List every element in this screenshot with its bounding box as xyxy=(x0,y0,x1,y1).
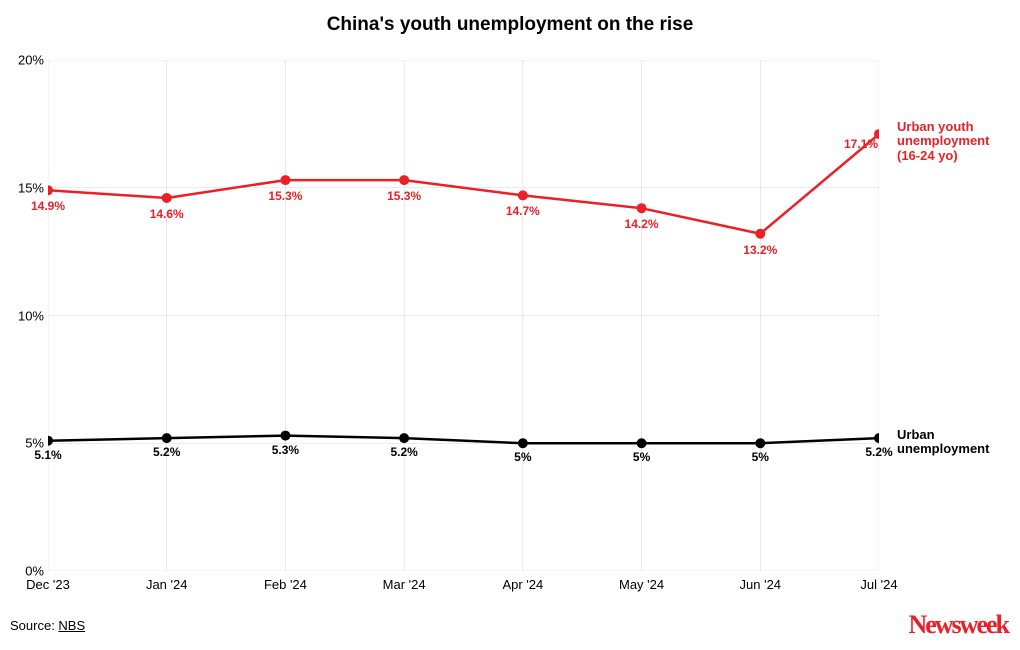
point-label-urban: 5.2% xyxy=(390,445,417,459)
x-tick-label: Dec '23 xyxy=(26,577,70,592)
source-link[interactable]: NBS xyxy=(58,618,85,633)
marker-youth-5 xyxy=(637,203,647,213)
point-label-urban: 5.2% xyxy=(865,445,892,459)
chart-container: China's youth unemployment on the rise 0… xyxy=(0,0,1020,650)
brand-logo: Newsweek xyxy=(908,610,1008,640)
marker-urban-7 xyxy=(874,433,879,443)
x-tick-label: Feb '24 xyxy=(264,577,307,592)
marker-youth-4 xyxy=(518,190,528,200)
chart-title: China's youth unemployment on the rise xyxy=(0,14,1020,36)
x-tick-label: Jun '24 xyxy=(740,577,782,592)
x-tick-label: Jan '24 xyxy=(146,577,188,592)
point-label-youth: 14.9% xyxy=(31,199,65,213)
source-prefix: Source: xyxy=(10,618,58,633)
x-tick-label: Jul '24 xyxy=(860,577,897,592)
point-label-urban: 5% xyxy=(752,450,769,464)
marker-urban-5 xyxy=(637,438,647,448)
source-attribution: Source: NBS xyxy=(10,618,85,633)
y-tick-label: 10% xyxy=(18,308,44,323)
marker-urban-3 xyxy=(399,433,409,443)
series-line-urban xyxy=(48,436,879,444)
point-label-urban: 5% xyxy=(514,450,531,464)
marker-youth-2 xyxy=(280,175,290,185)
y-tick-label: 20% xyxy=(18,53,44,68)
point-label-youth: 14.7% xyxy=(506,204,540,218)
marker-urban-6 xyxy=(755,438,765,448)
point-label-youth: 13.2% xyxy=(743,243,777,257)
marker-urban-0 xyxy=(48,436,53,446)
legend-youth: Urban youth unemployment (16-24 yo) xyxy=(897,120,997,163)
marker-urban-4 xyxy=(518,438,528,448)
point-label-youth: 15.3% xyxy=(268,189,302,203)
point-label-urban: 5.1% xyxy=(34,448,61,462)
x-tick-label: Apr '24 xyxy=(502,577,543,592)
point-label-youth: 15.3% xyxy=(387,189,421,203)
point-label-urban: 5% xyxy=(633,450,650,464)
x-tick-label: May '24 xyxy=(619,577,664,592)
plot-area xyxy=(48,60,879,571)
marker-youth-6 xyxy=(755,229,765,239)
marker-urban-1 xyxy=(162,433,172,443)
marker-youth-1 xyxy=(162,193,172,203)
point-label-urban: 5.2% xyxy=(153,445,180,459)
point-label-urban: 5.3% xyxy=(272,443,299,457)
marker-urban-2 xyxy=(280,431,290,441)
marker-youth-3 xyxy=(399,175,409,185)
x-tick-label: Mar '24 xyxy=(383,577,426,592)
legend-urban: Urban unemployment xyxy=(897,428,997,457)
point-label-youth: 14.6% xyxy=(150,207,184,221)
marker-youth-0 xyxy=(48,185,53,195)
y-tick-label: 15% xyxy=(18,180,44,195)
plot-svg xyxy=(48,60,879,571)
point-label-youth: 14.2% xyxy=(625,217,659,231)
point-label-youth: 17.1% xyxy=(844,137,878,151)
